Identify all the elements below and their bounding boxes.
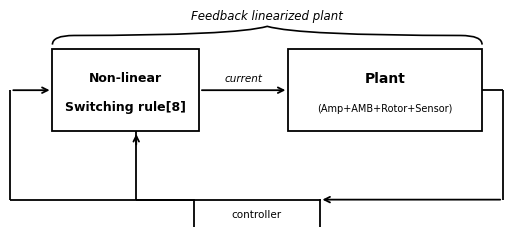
Text: Switching rule[8]: Switching rule[8] xyxy=(66,101,186,114)
Text: Non-linear: Non-linear xyxy=(89,72,162,85)
Bar xyxy=(52,50,199,132)
Bar xyxy=(288,50,482,132)
Text: (Amp+AMB+Rotor+Sensor): (Amp+AMB+Rotor+Sensor) xyxy=(318,104,453,114)
Text: Plant: Plant xyxy=(365,72,406,86)
Text: current: current xyxy=(225,74,263,84)
Text: Feedback linearized plant: Feedback linearized plant xyxy=(191,10,343,23)
Text: controller: controller xyxy=(232,209,282,219)
